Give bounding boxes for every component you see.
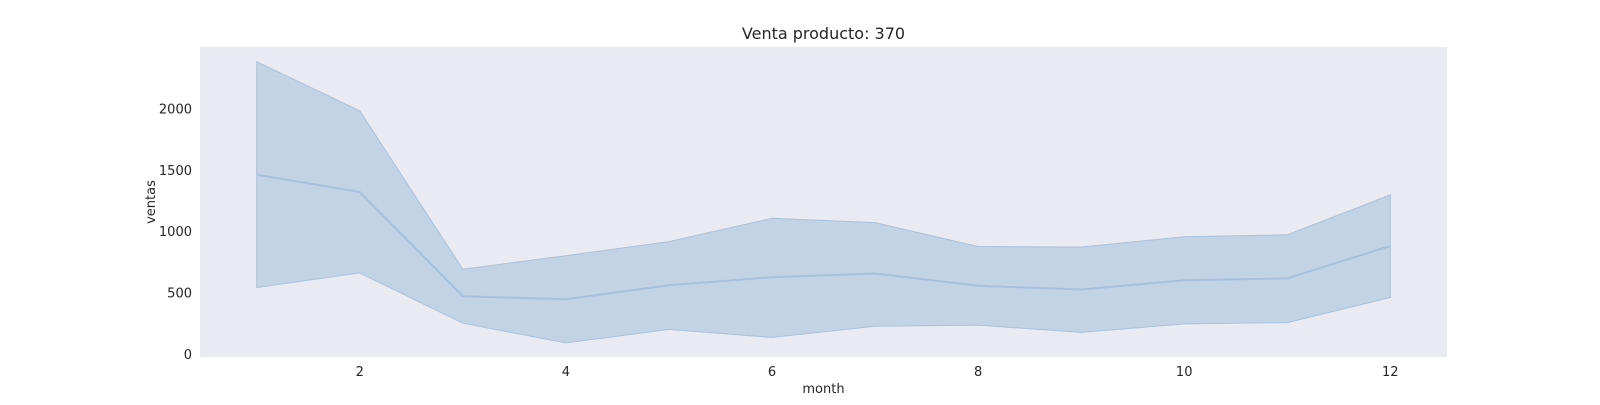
x-tick-label: 8 [974, 365, 982, 380]
x-tick-label: 10 [1176, 365, 1193, 380]
x-tick-label: 4 [562, 365, 570, 380]
x-axis-label: month [802, 382, 844, 397]
y-tick-label: 500 [167, 287, 192, 302]
x-tick-label: 12 [1382, 365, 1399, 380]
confidence-band [256, 60, 1391, 344]
y-axis-label: ventas [144, 180, 159, 224]
y-tick-label: 2000 [159, 102, 192, 117]
series-line [256, 173, 1391, 301]
x-tick-label: 2 [356, 365, 364, 380]
y-tick-label: 1500 [159, 164, 192, 179]
y-tick-label: 0 [184, 348, 192, 363]
x-tick-label: 6 [768, 365, 776, 380]
chart-title: Venta producto: 370 [742, 24, 905, 43]
y-tick-label: 1000 [159, 225, 192, 240]
